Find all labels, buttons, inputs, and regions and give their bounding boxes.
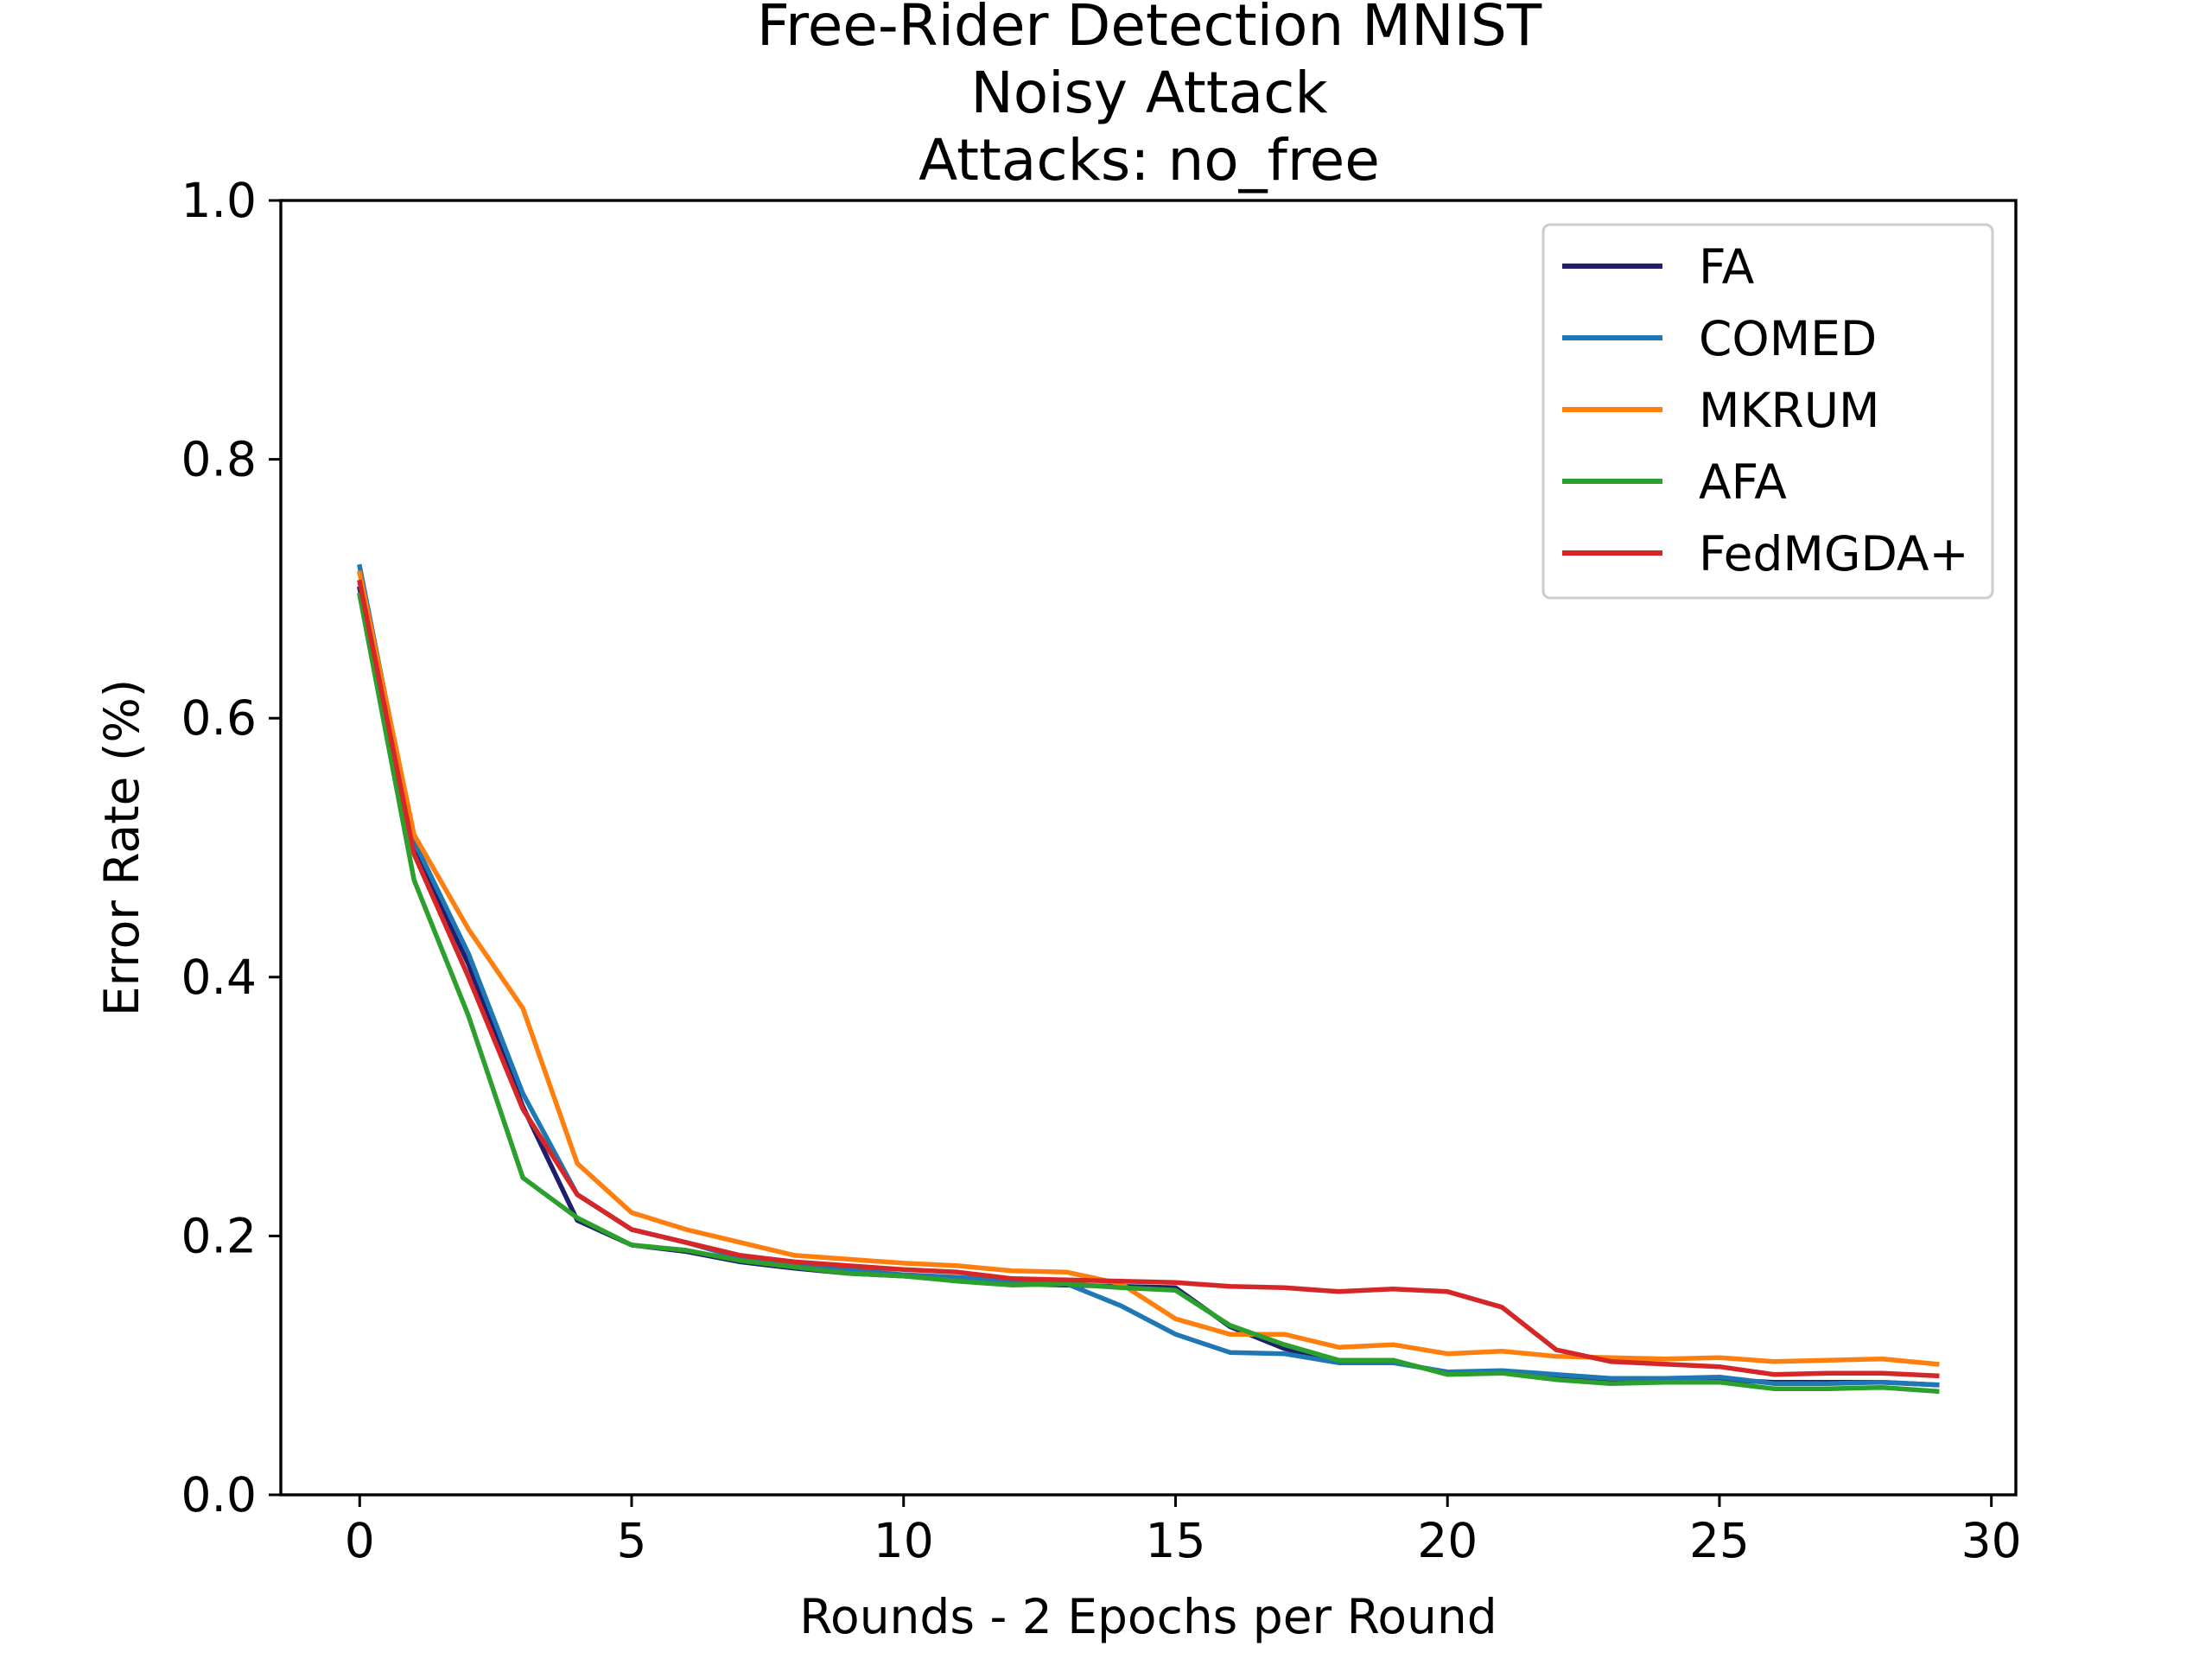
legend-label-fa: FA [1699, 239, 1755, 295]
series-line-fedmgda [357, 579, 1940, 1379]
y-tick-label: 1.0 [181, 173, 257, 228]
y-tick-label: 0.0 [181, 1467, 257, 1522]
legend-label-comed: COMED [1699, 311, 1877, 366]
legend: FA COMED MKRUM AFA FedMGDA+ [1541, 223, 1994, 600]
chart-title-line-2: Noisy Attack [970, 60, 1328, 126]
y-tick-label: 0.8 [181, 432, 257, 487]
x-tick-label: 5 [617, 1513, 647, 1568]
series-layer [357, 563, 1940, 1395]
y-tick-label: 0.2 [181, 1208, 257, 1263]
legend-items: FA COMED MKRUM AFA FedMGDA+ [1562, 239, 1969, 582]
x-tick-label: 20 [1417, 1513, 1478, 1568]
x-tick-label: 0 [345, 1513, 375, 1568]
legend-label-fedmgda: FedMGDA+ [1699, 526, 1969, 582]
x-tick-label: 15 [1145, 1513, 1205, 1568]
legend-box [1541, 223, 1994, 600]
y-tick-label: 0.6 [181, 690, 257, 746]
plot-frame [279, 199, 2018, 1497]
x-tick-label: 25 [1689, 1513, 1750, 1568]
x-axis-ticks: 0 5 10 15 20 25 30 [345, 1495, 2022, 1568]
y-axis-ticks: 0.0 0.2 0.4 0.6 0.8 1.0 [181, 173, 281, 1522]
x-axis-label: Rounds - 2 Epochs per Round [799, 1589, 1497, 1644]
legend-label-afa: AFA [1699, 454, 1787, 510]
y-axis-label: Error Rate (%) [94, 679, 149, 1016]
legend-label-mkrum: MKRUM [1699, 383, 1879, 438]
x-tick-label: 30 [1961, 1513, 2022, 1568]
series-line-afa [357, 592, 1940, 1395]
chart-title-line-1: Free-Rider Detection MNIST [757, 0, 1542, 59]
y-tick-label: 0.4 [181, 950, 257, 1005]
x-tick-label: 10 [874, 1513, 934, 1568]
chart-title-line-3: Attacks: no_free [918, 127, 1380, 194]
series-line-mkrum [357, 570, 1940, 1367]
